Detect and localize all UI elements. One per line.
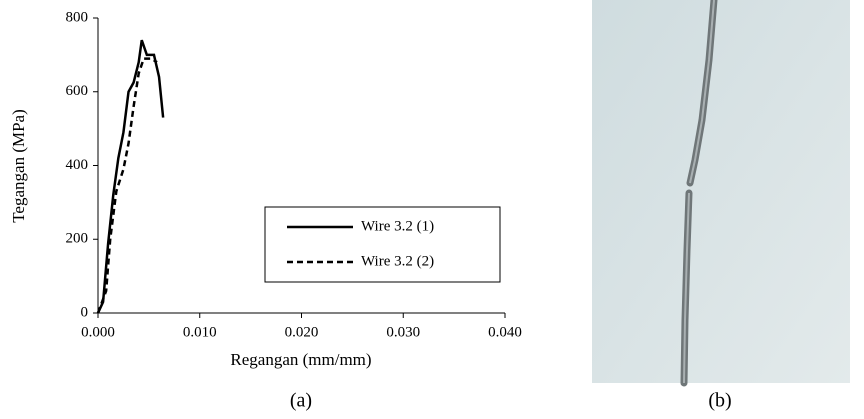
- legend-label: Wire 3.2 (2): [361, 253, 434, 269]
- x-tick-label: 0.030: [386, 324, 420, 340]
- y-axis-label: Tegangan (MPa): [9, 109, 28, 223]
- data-line: [96, 57, 158, 314]
- x-axis-label: Regangan (mm/mm): [230, 350, 371, 369]
- x-tick-label: 0.000: [81, 324, 115, 340]
- y-tick-label: 800: [66, 9, 89, 25]
- x-tick-label: 0.020: [285, 324, 319, 340]
- y-tick-label: 0: [81, 304, 89, 320]
- legend-label: Wire 3.2 (1): [361, 218, 434, 234]
- x-tick-label: 0.010: [183, 324, 217, 340]
- y-tick-label: 600: [66, 83, 89, 99]
- y-tick-label: 200: [66, 231, 89, 247]
- x-tick-label: 0.040: [488, 324, 522, 340]
- legend-box: [264, 206, 501, 283]
- data-line: [96, 39, 165, 314]
- caption: (b): [708, 390, 731, 412]
- y-tick-label: 400: [66, 157, 89, 173]
- caption: (a): [290, 390, 312, 412]
- photo: [592, 0, 850, 387]
